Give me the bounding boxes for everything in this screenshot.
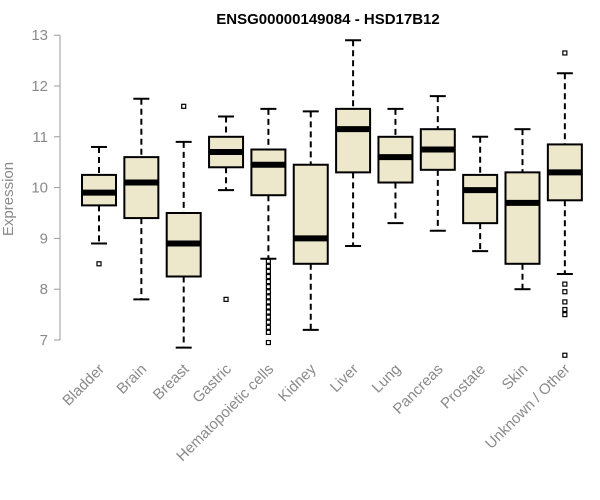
box-group-4 bbox=[250, 107, 287, 346]
box-group-5 bbox=[292, 110, 329, 331]
outlier-4-10 bbox=[265, 309, 271, 315]
outlier-4-14 bbox=[265, 329, 271, 335]
box-group-8 bbox=[419, 95, 456, 232]
box-group-9 bbox=[462, 135, 499, 253]
outlier-4-15 bbox=[265, 339, 271, 346]
outlier-11-6 bbox=[562, 352, 568, 358]
box-group-2 bbox=[165, 103, 202, 349]
y-tick-label-1: 8 bbox=[40, 281, 48, 298]
box-group-3 bbox=[208, 115, 245, 302]
box-group-0 bbox=[81, 145, 117, 267]
category-label-1: Brain bbox=[113, 361, 150, 398]
category-label-6: Liver bbox=[327, 361, 362, 396]
box-group-1 bbox=[123, 97, 160, 301]
outlier-4-13 bbox=[265, 324, 271, 330]
box-5 bbox=[292, 163, 329, 265]
category-label-9: Prostate bbox=[437, 361, 489, 413]
y-axis: 7 8 9 10 11 12 13 bbox=[31, 27, 61, 349]
outlier-4-0 bbox=[265, 258, 271, 264]
outlier-4-11 bbox=[265, 314, 271, 320]
outlier-4-7 bbox=[265, 294, 271, 300]
y-tick-label-6: 13 bbox=[31, 27, 48, 44]
outlier-11-5 bbox=[562, 312, 568, 318]
outlier-0-0 bbox=[96, 261, 102, 267]
box-4 bbox=[250, 148, 287, 197]
box-group-11 bbox=[546, 50, 583, 358]
outlier-4-6 bbox=[265, 289, 271, 295]
outlier-11-3 bbox=[562, 299, 568, 305]
category-label-2: Breast bbox=[150, 360, 193, 403]
y-tick-label-3: 10 bbox=[31, 180, 48, 197]
outlier-11-0 bbox=[562, 50, 568, 56]
box-9 bbox=[462, 173, 499, 225]
box-series bbox=[81, 39, 583, 358]
box-group-7 bbox=[377, 107, 414, 225]
category-label-10: Skin bbox=[499, 361, 532, 394]
outlier-11-4 bbox=[562, 306, 568, 313]
box-group-10 bbox=[504, 128, 541, 291]
outlier-4-12 bbox=[265, 319, 271, 325]
outlier-4-4 bbox=[265, 278, 271, 285]
outlier-3-0 bbox=[223, 296, 229, 302]
outlier-4-8 bbox=[265, 299, 271, 305]
chart-title: ENSG00000149084 - HSD17B12 bbox=[216, 11, 439, 28]
y-axis-label: Expression bbox=[0, 162, 17, 236]
y-tick-label-2: 9 bbox=[40, 230, 48, 247]
outlier-4-5 bbox=[265, 284, 271, 290]
outlier-4-3 bbox=[265, 273, 271, 280]
box-group-6 bbox=[335, 39, 372, 248]
outlier-4-1 bbox=[265, 263, 271, 269]
outlier-11-1 bbox=[562, 281, 568, 287]
category-label-0: Bladder bbox=[59, 361, 108, 410]
category-label-7: Lung bbox=[369, 361, 405, 397]
box-10 bbox=[504, 171, 541, 265]
y-tick-label-4: 11 bbox=[32, 129, 48, 146]
outlier-11-2 bbox=[562, 289, 568, 295]
y-tick-label-5: 12 bbox=[31, 78, 48, 95]
category-label-5: Kidney bbox=[275, 360, 320, 405]
box-1 bbox=[123, 156, 160, 220]
y-tick-label-0: 7 bbox=[40, 332, 48, 349]
box-6 bbox=[335, 107, 372, 174]
outlier-4-9 bbox=[265, 304, 271, 310]
outlier-2-0 bbox=[181, 103, 187, 109]
outlier-4-2 bbox=[265, 268, 271, 275]
